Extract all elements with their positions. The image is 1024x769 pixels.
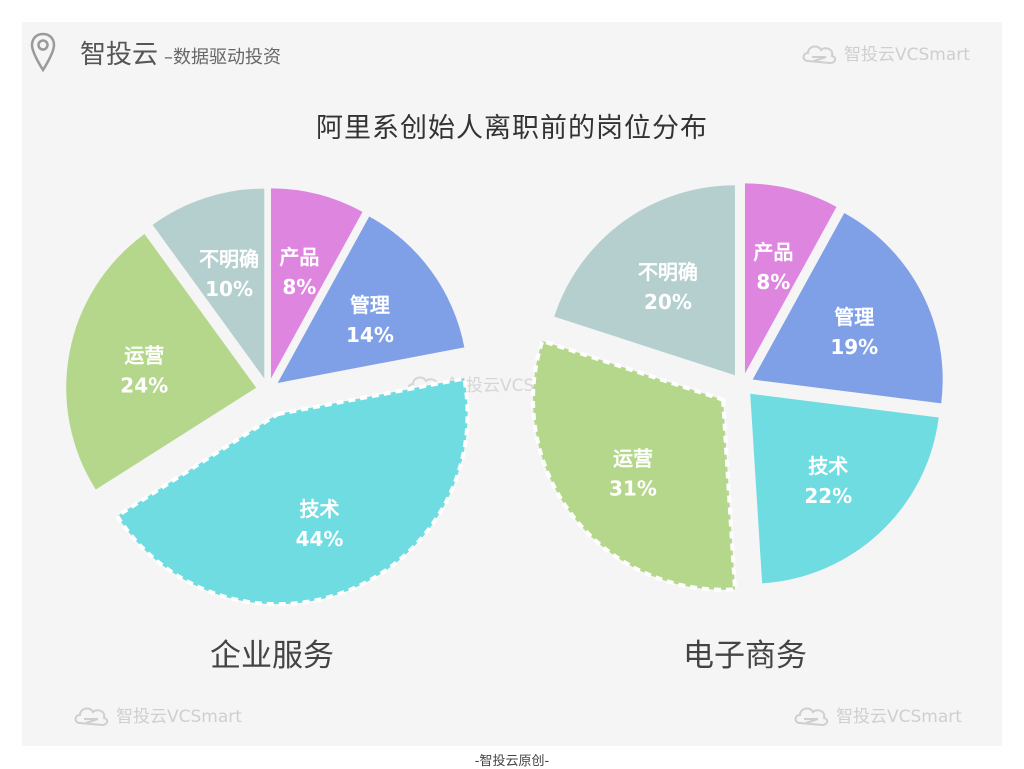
- slice-label-0-0: 产品: [279, 245, 319, 269]
- pie-slice-1-0: [744, 183, 837, 374]
- pie-caption-enterprise: 企业服务: [210, 638, 334, 674]
- pie-slice-0-1: [277, 216, 465, 383]
- cloud-logo-icon: [802, 44, 837, 64]
- slice-value-1-3: 31%: [609, 477, 657, 501]
- watermark-text: 智投云VCSmart: [844, 45, 970, 65]
- slice-label-0-2: 技术: [300, 497, 340, 521]
- pie-1: 产品 8% 管理 19% 技术 22% 运营 31% 不明确 20%: [531, 183, 943, 592]
- watermark-text: 智投云VCSmart: [836, 707, 962, 727]
- slice-value-0-3: 24%: [120, 373, 168, 397]
- slice-value-0-2: 44%: [296, 527, 344, 551]
- watermark-bottom-left: 智投云VCSmart: [72, 702, 242, 727]
- slice-value-1-1: 19%: [830, 335, 878, 359]
- pie-slice-1-3: [531, 338, 738, 592]
- slice-value-0-1: 14%: [346, 323, 394, 347]
- slice-label-1-1: 管理: [834, 305, 874, 329]
- slice-value-1-4: 20%: [644, 290, 692, 314]
- pie-slice-1-4: [554, 185, 735, 376]
- brand-name: 智投云 –数据驱动投资: [80, 34, 281, 71]
- pie-slice-0-2: [114, 376, 470, 607]
- slice-label-0-3: 运营: [124, 343, 164, 367]
- brand-separator: –: [164, 47, 174, 68]
- slice-value-1-2: 22%: [804, 484, 852, 508]
- slice-value-1-0: 8%: [756, 270, 790, 294]
- pie-slice-0-0: [270, 188, 363, 379]
- slice-label-1-0: 产品: [753, 240, 793, 264]
- chart-title: 阿里系创始人离职前的岗位分布: [316, 113, 708, 144]
- pie-slice-0-4: [152, 188, 265, 379]
- cloud-logo-icon: [794, 706, 829, 726]
- pie-slice-1-2: [750, 393, 939, 584]
- slice-label-1-4: 不明确: [638, 260, 698, 284]
- watermark-bottom-right: 智投云VCSmart: [792, 702, 962, 727]
- pie-caption-ecommerce: 电子商务: [683, 638, 807, 674]
- footer-credit: -智投云原创-: [474, 754, 550, 769]
- location-pin-icon: [30, 32, 56, 72]
- slice-label-0-1: 管理: [350, 293, 390, 317]
- cloud-logo-icon: [74, 706, 109, 726]
- pie-slice-1-1: [752, 213, 943, 404]
- brand-title: 智投云: [80, 40, 159, 70]
- slice-label-1-3: 运营: [613, 447, 653, 471]
- watermark-text: 智投云VCSmart: [116, 707, 242, 727]
- slice-value-0-0: 8%: [282, 275, 316, 299]
- slice-label-0-4: 不明确: [199, 247, 259, 271]
- slice-value-0-4: 10%: [205, 277, 253, 301]
- slice-label-1-2: 技术: [808, 454, 848, 478]
- pie-0: 产品 8% 管理 14% 技术 44% 运营 24% 不明确 10%: [66, 188, 470, 607]
- pie-slice-0-3: [66, 234, 257, 490]
- brand-subtitle: 数据驱动投资: [173, 47, 282, 68]
- watermark-top-right: 智投云VCSmart: [800, 40, 970, 65]
